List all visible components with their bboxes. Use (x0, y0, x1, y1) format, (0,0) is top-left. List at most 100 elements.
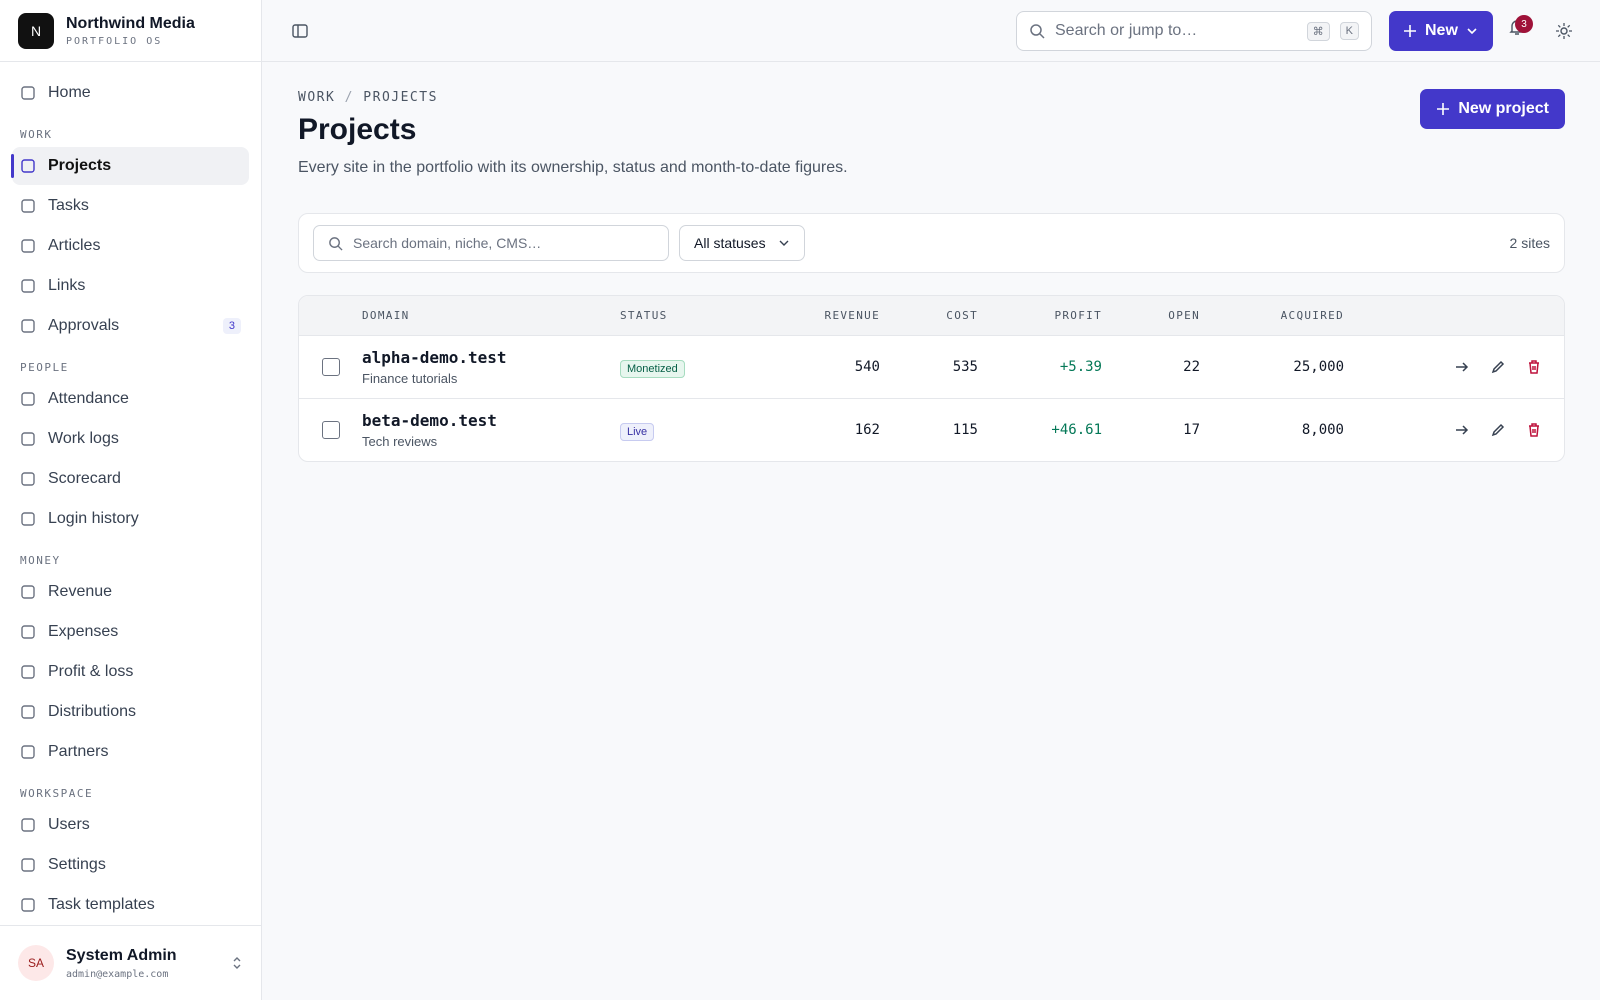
nav-item[interactable]: Articles (12, 227, 249, 265)
new-button[interactable]: New (1389, 11, 1493, 51)
nav-item[interactable]: Profit & loss (12, 653, 249, 691)
brand[interactable]: N Northwind Media PORTFOLIO OS (0, 0, 261, 62)
nav-label: Tasks (48, 197, 89, 214)
nav-label: Links (48, 277, 86, 294)
edit-action[interactable] (1490, 422, 1506, 438)
nav-label: Work logs (48, 430, 119, 447)
open-action[interactable] (1454, 422, 1470, 438)
open-cell: 17 (1183, 422, 1200, 438)
nav-item[interactable]: Home (12, 74, 249, 112)
column-header: ACQUIRED (1280, 309, 1344, 322)
domain[interactable]: alpha-demo.test (362, 348, 507, 367)
nav-label: Attendance (48, 390, 129, 407)
nav-icon (21, 745, 35, 759)
actions (1344, 422, 1564, 438)
nav-label: Revenue (48, 583, 113, 600)
status-filter[interactable]: All statuses (679, 225, 805, 261)
user-menu[interactable]: SA System Admin admin@example.com (0, 925, 261, 1000)
nav-item[interactable]: Projects (11, 147, 249, 185)
nav-item[interactable]: Attendance (12, 380, 249, 418)
nav-section-title: PEOPLE (20, 361, 69, 374)
column-header: OPEN (1168, 309, 1200, 322)
open-cell: 22 (1183, 359, 1200, 375)
nav-label: Partners (48, 743, 109, 760)
nav-item[interactable]: Approvals 3 (12, 307, 249, 345)
cell: beta-demo.test Tech reviews (362, 411, 620, 449)
crumb-parent[interactable]: WORK (298, 90, 336, 105)
nav-item[interactable]: Settings (12, 846, 249, 884)
cell (299, 358, 362, 376)
search-placeholder: Search domain, niche, CMS… (353, 235, 542, 251)
avatar: SA (18, 945, 54, 981)
acquired-cell: 25,000 (1293, 359, 1344, 375)
topbar: Search or jump to… ⌘ K New 3 (262, 0, 1600, 62)
nav-item[interactable]: Scorecard (12, 460, 249, 498)
status-pill: Monetized (620, 360, 685, 378)
nav-item[interactable]: Task templates (12, 886, 249, 924)
nav-label: Expenses (48, 623, 119, 640)
nav-icon (21, 432, 35, 446)
nav-item[interactable]: Revenue (12, 573, 249, 611)
cell: alpha-demo.test Finance tutorials (362, 348, 620, 386)
nav-item[interactable]: Users (12, 806, 249, 844)
search-icon (329, 236, 343, 251)
nav-icon (21, 472, 35, 486)
notification-count: 3 (1515, 15, 1533, 33)
nav-badge: 3 (222, 318, 241, 334)
user-name: System Admin (66, 946, 177, 964)
cost-cell: 115 (952, 422, 978, 438)
cell: Monetized (620, 359, 730, 378)
niche: Tech reviews (362, 434, 438, 449)
acquired-cell: 8,000 (1301, 422, 1344, 438)
table-search[interactable]: Search domain, niche, CMS… (313, 225, 669, 261)
new-project-button[interactable]: New project (1420, 89, 1565, 129)
nav-item[interactable]: Login history (12, 500, 249, 538)
breadcrumb: WORK / PROJECTS (298, 90, 1565, 105)
niche: Finance tutorials (362, 371, 458, 386)
checkbox[interactable] (321, 421, 340, 439)
table-header: DOMAIN STATUS REVENUE COST PROFIT OPEN ACQUIRE… (299, 296, 1564, 335)
sidebar-toggle[interactable] (292, 23, 308, 39)
plus-icon (1404, 25, 1416, 37)
nav-item[interactable]: Work logs (12, 420, 249, 458)
nav-section-title: WORKSPACE (20, 787, 94, 800)
global-search[interactable]: Search or jump to… ⌘ K (1016, 11, 1372, 51)
nav-section-title: MONEY (20, 554, 61, 567)
chevron (1467, 28, 1477, 35)
nav-item[interactable]: Distributions (12, 693, 249, 731)
cost-cell: 535 (952, 359, 978, 375)
delete-action[interactable] (1526, 422, 1542, 438)
crumb-separator: / (344, 90, 354, 105)
domain[interactable]: beta-demo.test (362, 411, 497, 430)
checkbox[interactable] (321, 358, 340, 376)
theme-toggle[interactable] (1556, 23, 1572, 39)
brand-name: Northwind Media (66, 14, 195, 32)
nav-item[interactable]: Partners (12, 733, 249, 771)
nav-item[interactable]: Links (12, 267, 249, 305)
cell: Live (620, 422, 730, 441)
nav-label: Approvals (48, 317, 120, 334)
nav-item[interactable]: Expenses (12, 613, 249, 651)
content: WORK / PROJECTS Projects Every site in t… (298, 62, 1565, 462)
user-email: admin@example.com (66, 968, 169, 980)
nav-label: Distributions (48, 703, 137, 720)
nav-item[interactable]: Tasks (12, 187, 249, 225)
delete-action[interactable] (1526, 359, 1542, 375)
nav-label: Login history (48, 510, 139, 527)
revenue-cell: 162 (854, 422, 880, 438)
nav-icon (21, 86, 35, 100)
nav-label: Users (48, 816, 90, 833)
logo: N (18, 12, 54, 49)
column-header: STATUS (620, 309, 668, 322)
nav-icon (21, 239, 35, 253)
nav-icon (21, 818, 35, 832)
chevron (233, 957, 241, 969)
nav-icon (21, 319, 35, 333)
nav-label: Profit & loss (48, 663, 134, 680)
edit-action[interactable] (1490, 359, 1506, 375)
brand-tagline: PORTFOLIO OS (66, 35, 163, 47)
nav-icon (21, 392, 35, 406)
kbd: K (1339, 22, 1359, 40)
open-action[interactable] (1454, 359, 1470, 375)
